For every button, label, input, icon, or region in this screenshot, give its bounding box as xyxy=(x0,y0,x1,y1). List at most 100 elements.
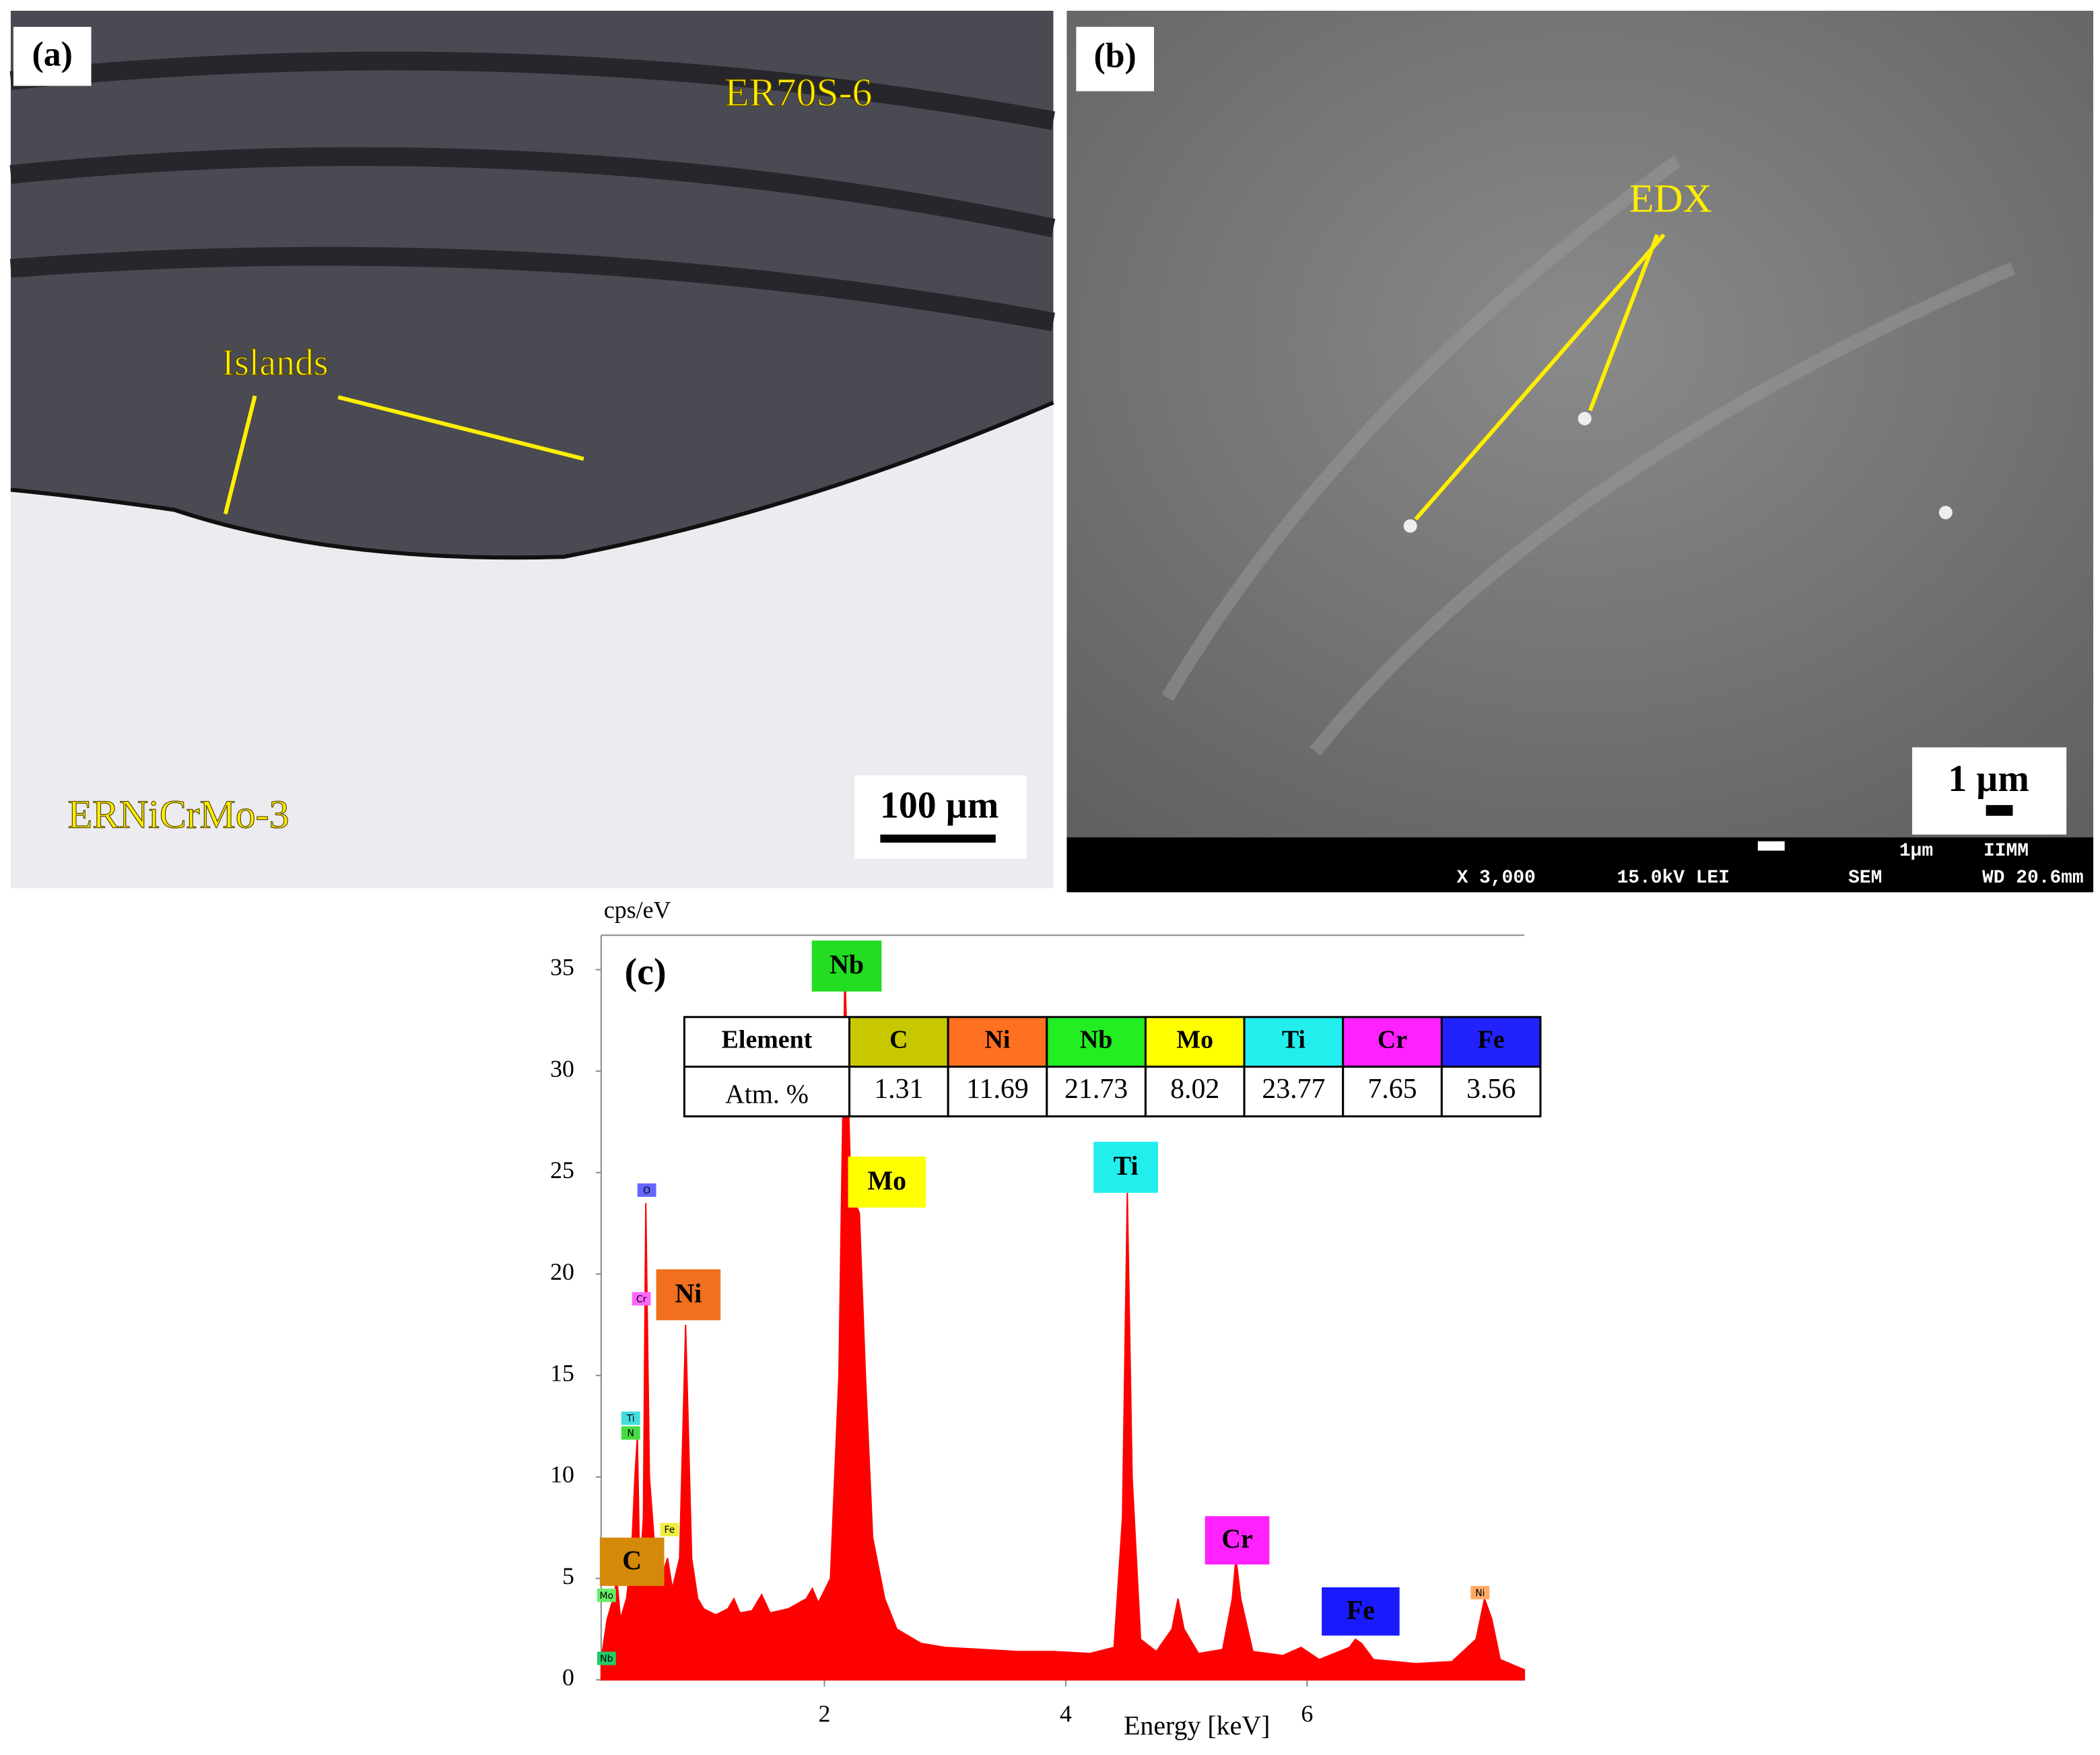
annotation: Islands xyxy=(222,342,329,384)
peak-label-box xyxy=(811,940,882,992)
y-tick-label: 35 xyxy=(550,954,574,981)
y-tick-label: 5 xyxy=(562,1562,574,1589)
panel-label: (c) xyxy=(625,951,667,993)
y-tick-label: 15 xyxy=(550,1360,574,1387)
fusion-line xyxy=(10,401,1054,560)
arrow xyxy=(337,395,584,461)
y-tick-label: 0 xyxy=(562,1664,574,1691)
panel-label: (b) xyxy=(1094,37,1137,75)
small-label: N xyxy=(627,1429,634,1439)
small-label-box xyxy=(1470,1585,1490,1599)
peak-label: Cr xyxy=(1221,1523,1252,1554)
table-cell xyxy=(848,1066,949,1117)
status-text: X 3,000 xyxy=(1457,868,1536,889)
table-element: C xyxy=(889,1025,908,1054)
table-element: Fe xyxy=(1478,1025,1505,1054)
small-label: Ti xyxy=(626,1414,635,1424)
y-tick-label: 20 xyxy=(550,1258,574,1285)
label-bg xyxy=(13,26,92,86)
table-header-cell xyxy=(1243,1016,1345,1068)
table-header-cell xyxy=(947,1016,1048,1068)
particle xyxy=(1938,506,1953,520)
small-label-box xyxy=(621,1426,640,1440)
table-cell xyxy=(1144,1066,1246,1117)
small-label-box xyxy=(660,1523,679,1537)
table-value: 7.65 xyxy=(1367,1074,1417,1105)
small-label-box xyxy=(632,1292,651,1306)
small-label: Fe xyxy=(665,1525,675,1536)
table-element: Ti xyxy=(1282,1025,1306,1054)
table-element: Mo xyxy=(1176,1025,1213,1054)
y-tick-label: 30 xyxy=(550,1055,574,1082)
scale-bg xyxy=(1911,747,2067,835)
scale-text: 100 µm xyxy=(880,785,998,827)
table-header-cell xyxy=(1440,1016,1542,1068)
arrow xyxy=(223,395,257,515)
peak-label: Mo xyxy=(868,1165,907,1196)
peak-label: Ni xyxy=(675,1278,702,1308)
table-cell xyxy=(1440,1066,1542,1117)
status-text: SEM xyxy=(1848,868,1882,889)
peak-label: Ti xyxy=(1114,1150,1139,1181)
table-element: Nb xyxy=(1080,1025,1112,1054)
panel-a: (a) ER70S-6 Islands ERNiCrMo-3 100 µm xyxy=(9,10,1056,889)
micrograph-b xyxy=(1066,10,2094,837)
table-cell xyxy=(683,1066,851,1117)
texture xyxy=(1161,156,2016,756)
scale-bg xyxy=(854,776,1027,859)
table-cell xyxy=(1342,1066,1443,1117)
small-label: Nb xyxy=(600,1653,613,1664)
table-value: 11.69 xyxy=(966,1074,1029,1105)
annotation: ER70S-6 xyxy=(724,70,872,114)
y-tick-label: 10 xyxy=(550,1461,574,1488)
panel-b: (b) EDX 1 µm 1µm IIMM X 3,000 15.0kV LEI… xyxy=(1066,10,2094,893)
panel-label: (a) xyxy=(32,36,73,74)
peak-label-box xyxy=(1093,1142,1158,1193)
status-scale xyxy=(1757,841,1785,851)
annotation: EDX xyxy=(1629,176,1712,221)
weld-layer xyxy=(10,10,1054,558)
x-axis-title: Energy [keV] xyxy=(1124,1710,1270,1740)
peak-label: C xyxy=(622,1545,642,1575)
y-tick-label: 25 xyxy=(550,1157,574,1183)
status-bar xyxy=(1066,837,2094,893)
table-header-cell xyxy=(1046,1016,1147,1068)
peak-label-box xyxy=(1205,1516,1270,1564)
small-label: Ni xyxy=(1475,1588,1485,1599)
x-tick-label: 2 xyxy=(818,1700,830,1727)
status-text: 1µm xyxy=(1899,841,1933,862)
weld-bands xyxy=(9,51,1056,332)
small-label-box xyxy=(621,1411,640,1425)
peak-label-box xyxy=(599,1538,665,1586)
arrow xyxy=(1588,234,1660,411)
small-label: O xyxy=(643,1185,650,1196)
scale-text: 1 µm xyxy=(1948,758,2029,800)
status-text: WD 20.6mm xyxy=(1982,868,2084,889)
panel-c: cps/eV Energy [keV] (c) xyxy=(604,897,1271,1741)
peak-label-box xyxy=(1322,1587,1400,1636)
x-tick-label: 4 xyxy=(1060,1700,1072,1727)
particle xyxy=(1403,519,1417,533)
small-label-box xyxy=(597,1651,616,1665)
status-text: IIMM xyxy=(1984,841,2029,862)
arrow xyxy=(1414,233,1666,521)
small-label-box xyxy=(637,1183,656,1197)
small-label-box xyxy=(597,1588,616,1602)
scale-bar xyxy=(880,834,996,843)
table-element: Cr xyxy=(1378,1025,1407,1054)
annotation: ERNiCrMo-3 xyxy=(68,792,290,837)
table-row-label: Atm. % xyxy=(725,1079,809,1109)
table-value: 8.02 xyxy=(1170,1074,1219,1105)
table-value: 1.31 xyxy=(874,1074,923,1105)
peak-label: Nb xyxy=(829,949,864,979)
label-bg xyxy=(1076,26,1154,92)
spectrum xyxy=(600,969,1526,1681)
small-label: Cr xyxy=(636,1294,647,1305)
status-text: 15.0kV LEI xyxy=(1617,868,1730,889)
table-element: Ni xyxy=(985,1025,1011,1054)
peak-label-box xyxy=(656,1269,721,1321)
table-value: 21.73 xyxy=(1064,1074,1128,1105)
scale-bar xyxy=(1986,804,2013,816)
table-value: 23.77 xyxy=(1262,1074,1325,1105)
